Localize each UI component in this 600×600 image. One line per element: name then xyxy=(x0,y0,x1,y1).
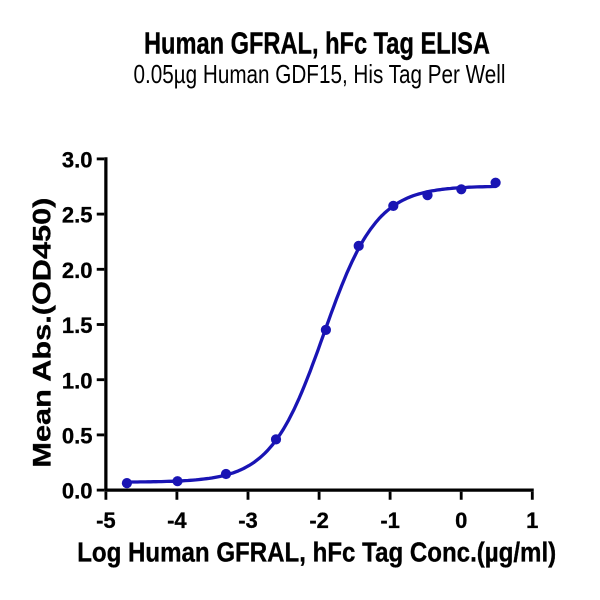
svg-text:2.0: 2.0 xyxy=(62,258,93,283)
svg-text:3.0: 3.0 xyxy=(62,148,93,173)
svg-text:-5: -5 xyxy=(96,508,116,533)
svg-text:-4: -4 xyxy=(167,508,187,533)
svg-text:0.05µg Human GDF15, His Tag Pe: 0.05µg Human GDF15, His Tag Per Well xyxy=(134,59,506,89)
svg-text:1.0: 1.0 xyxy=(62,368,93,393)
svg-text:Mean Abs.(OD450): Mean Abs.(OD450) xyxy=(29,198,57,468)
svg-text:0.0: 0.0 xyxy=(62,479,93,504)
svg-text:0.5: 0.5 xyxy=(62,424,93,449)
svg-text:1: 1 xyxy=(526,508,538,533)
svg-text:-1: -1 xyxy=(380,508,400,533)
svg-text:1.5: 1.5 xyxy=(62,313,93,338)
svg-text:-3: -3 xyxy=(238,508,258,533)
svg-text:2.5: 2.5 xyxy=(62,203,93,228)
svg-text:Log Human GFRAL, hFc Tag Conc.: Log Human GFRAL, hFc Tag Conc.(µg/ml) xyxy=(77,537,556,568)
svg-text:-2: -2 xyxy=(309,508,329,533)
svg-text:0: 0 xyxy=(455,508,467,533)
svg-text:Human GFRAL, hFc Tag ELISA: Human GFRAL, hFc Tag ELISA xyxy=(144,26,490,61)
